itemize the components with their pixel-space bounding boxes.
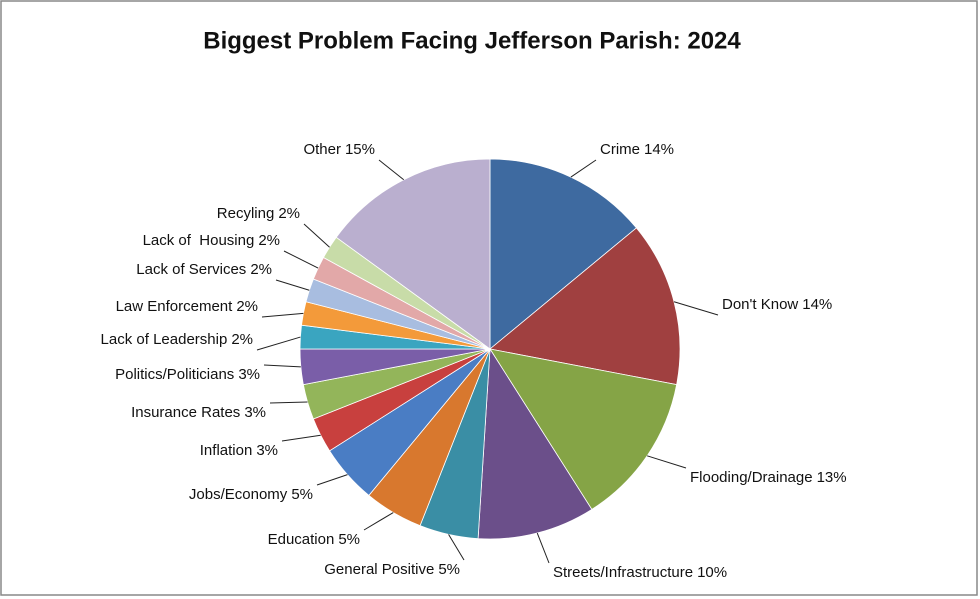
slice-label: Streets/Infrastructure 10% [553, 564, 727, 581]
leader-line [646, 455, 687, 469]
slice-label: Lack of Services 2% [136, 261, 272, 278]
slice-label: Lack of Leadership 2% [101, 331, 253, 348]
slice-category: Streets/Infrastructure [553, 564, 693, 581]
leader-line [536, 532, 550, 564]
slice-label: Inflation 3% [200, 442, 278, 459]
leader-line [281, 434, 321, 442]
pie-slice [489, 227, 681, 386]
pie-slice [477, 347, 593, 540]
slice-label: Crime 14% [600, 141, 674, 158]
slice-value: 15% [345, 141, 375, 158]
slice-value: 2% [231, 331, 253, 348]
leader-line [570, 159, 597, 178]
slice-category: Don't Know [722, 296, 798, 313]
slice-label: Insurance Rates 3% [131, 404, 266, 421]
leader-line [269, 401, 308, 404]
slice-value: 3% [238, 366, 260, 383]
slice-value: 5% [438, 561, 460, 578]
slice-category: General Positive [324, 561, 434, 578]
leader-line [303, 223, 330, 248]
chart-title: Biggest Problem Facing Jefferson Parish:… [203, 27, 741, 54]
slice-category: Crime [600, 141, 640, 158]
slice-category: Law Enforcement [116, 298, 234, 315]
slice-category: Inflation [200, 442, 253, 459]
slice-category: Lack of Services [136, 261, 246, 278]
leader-line [378, 159, 405, 181]
slice-value: 10% [697, 564, 727, 581]
slice-label: Lack of Housing 2% [143, 232, 280, 249]
slice-label: Don't Know 14% [722, 296, 832, 313]
leader-line [275, 279, 310, 291]
leader-line [263, 364, 301, 368]
slice-category: Recyling [217, 205, 275, 222]
leader-line [261, 312, 304, 318]
slice-label: Jobs/Economy 5% [189, 486, 313, 503]
slice-label: Recyling 2% [217, 205, 300, 222]
slice-value: 5% [338, 531, 360, 548]
leader-line [316, 474, 348, 486]
leader-line [283, 250, 319, 269]
slice-value: 2% [236, 298, 258, 315]
slice-label: Other 15% [303, 141, 375, 158]
slice-category: Flooding/Drainage [690, 469, 813, 486]
slice-value: 14% [802, 296, 832, 313]
slice-value: 2% [278, 205, 300, 222]
slice-label: Politics/Politicians 3% [115, 366, 260, 383]
pie-slice [335, 158, 491, 350]
slice-category: Insurance Rates [131, 404, 240, 421]
pie-slice [489, 158, 637, 350]
leader-line [256, 336, 301, 351]
slice-category: Other [303, 141, 341, 158]
slice-category: Lack of Leadership [101, 331, 228, 348]
leader-line [363, 512, 394, 531]
slice-category: Lack of Housing [143, 232, 255, 249]
leader-line [448, 534, 465, 561]
slice-category: Education [268, 531, 335, 548]
slice-value: 14% [644, 141, 674, 158]
slice-category: Jobs/Economy [189, 486, 288, 503]
slice-value: 2% [258, 232, 280, 249]
slice-label: Flooding/Drainage 13% [690, 469, 847, 486]
slice-value: 3% [244, 404, 266, 421]
slice-value: 5% [291, 486, 313, 503]
slice-category: Politics/Politicians [115, 366, 234, 383]
slice-label: General Positive 5% [324, 561, 460, 578]
slice-value: 3% [256, 442, 278, 459]
slice-label: Education 5% [268, 531, 360, 548]
leader-line [673, 301, 719, 316]
slice-value: 2% [250, 261, 272, 278]
slice-label: Law Enforcement 2% [116, 298, 258, 315]
slice-value: 13% [817, 469, 847, 486]
